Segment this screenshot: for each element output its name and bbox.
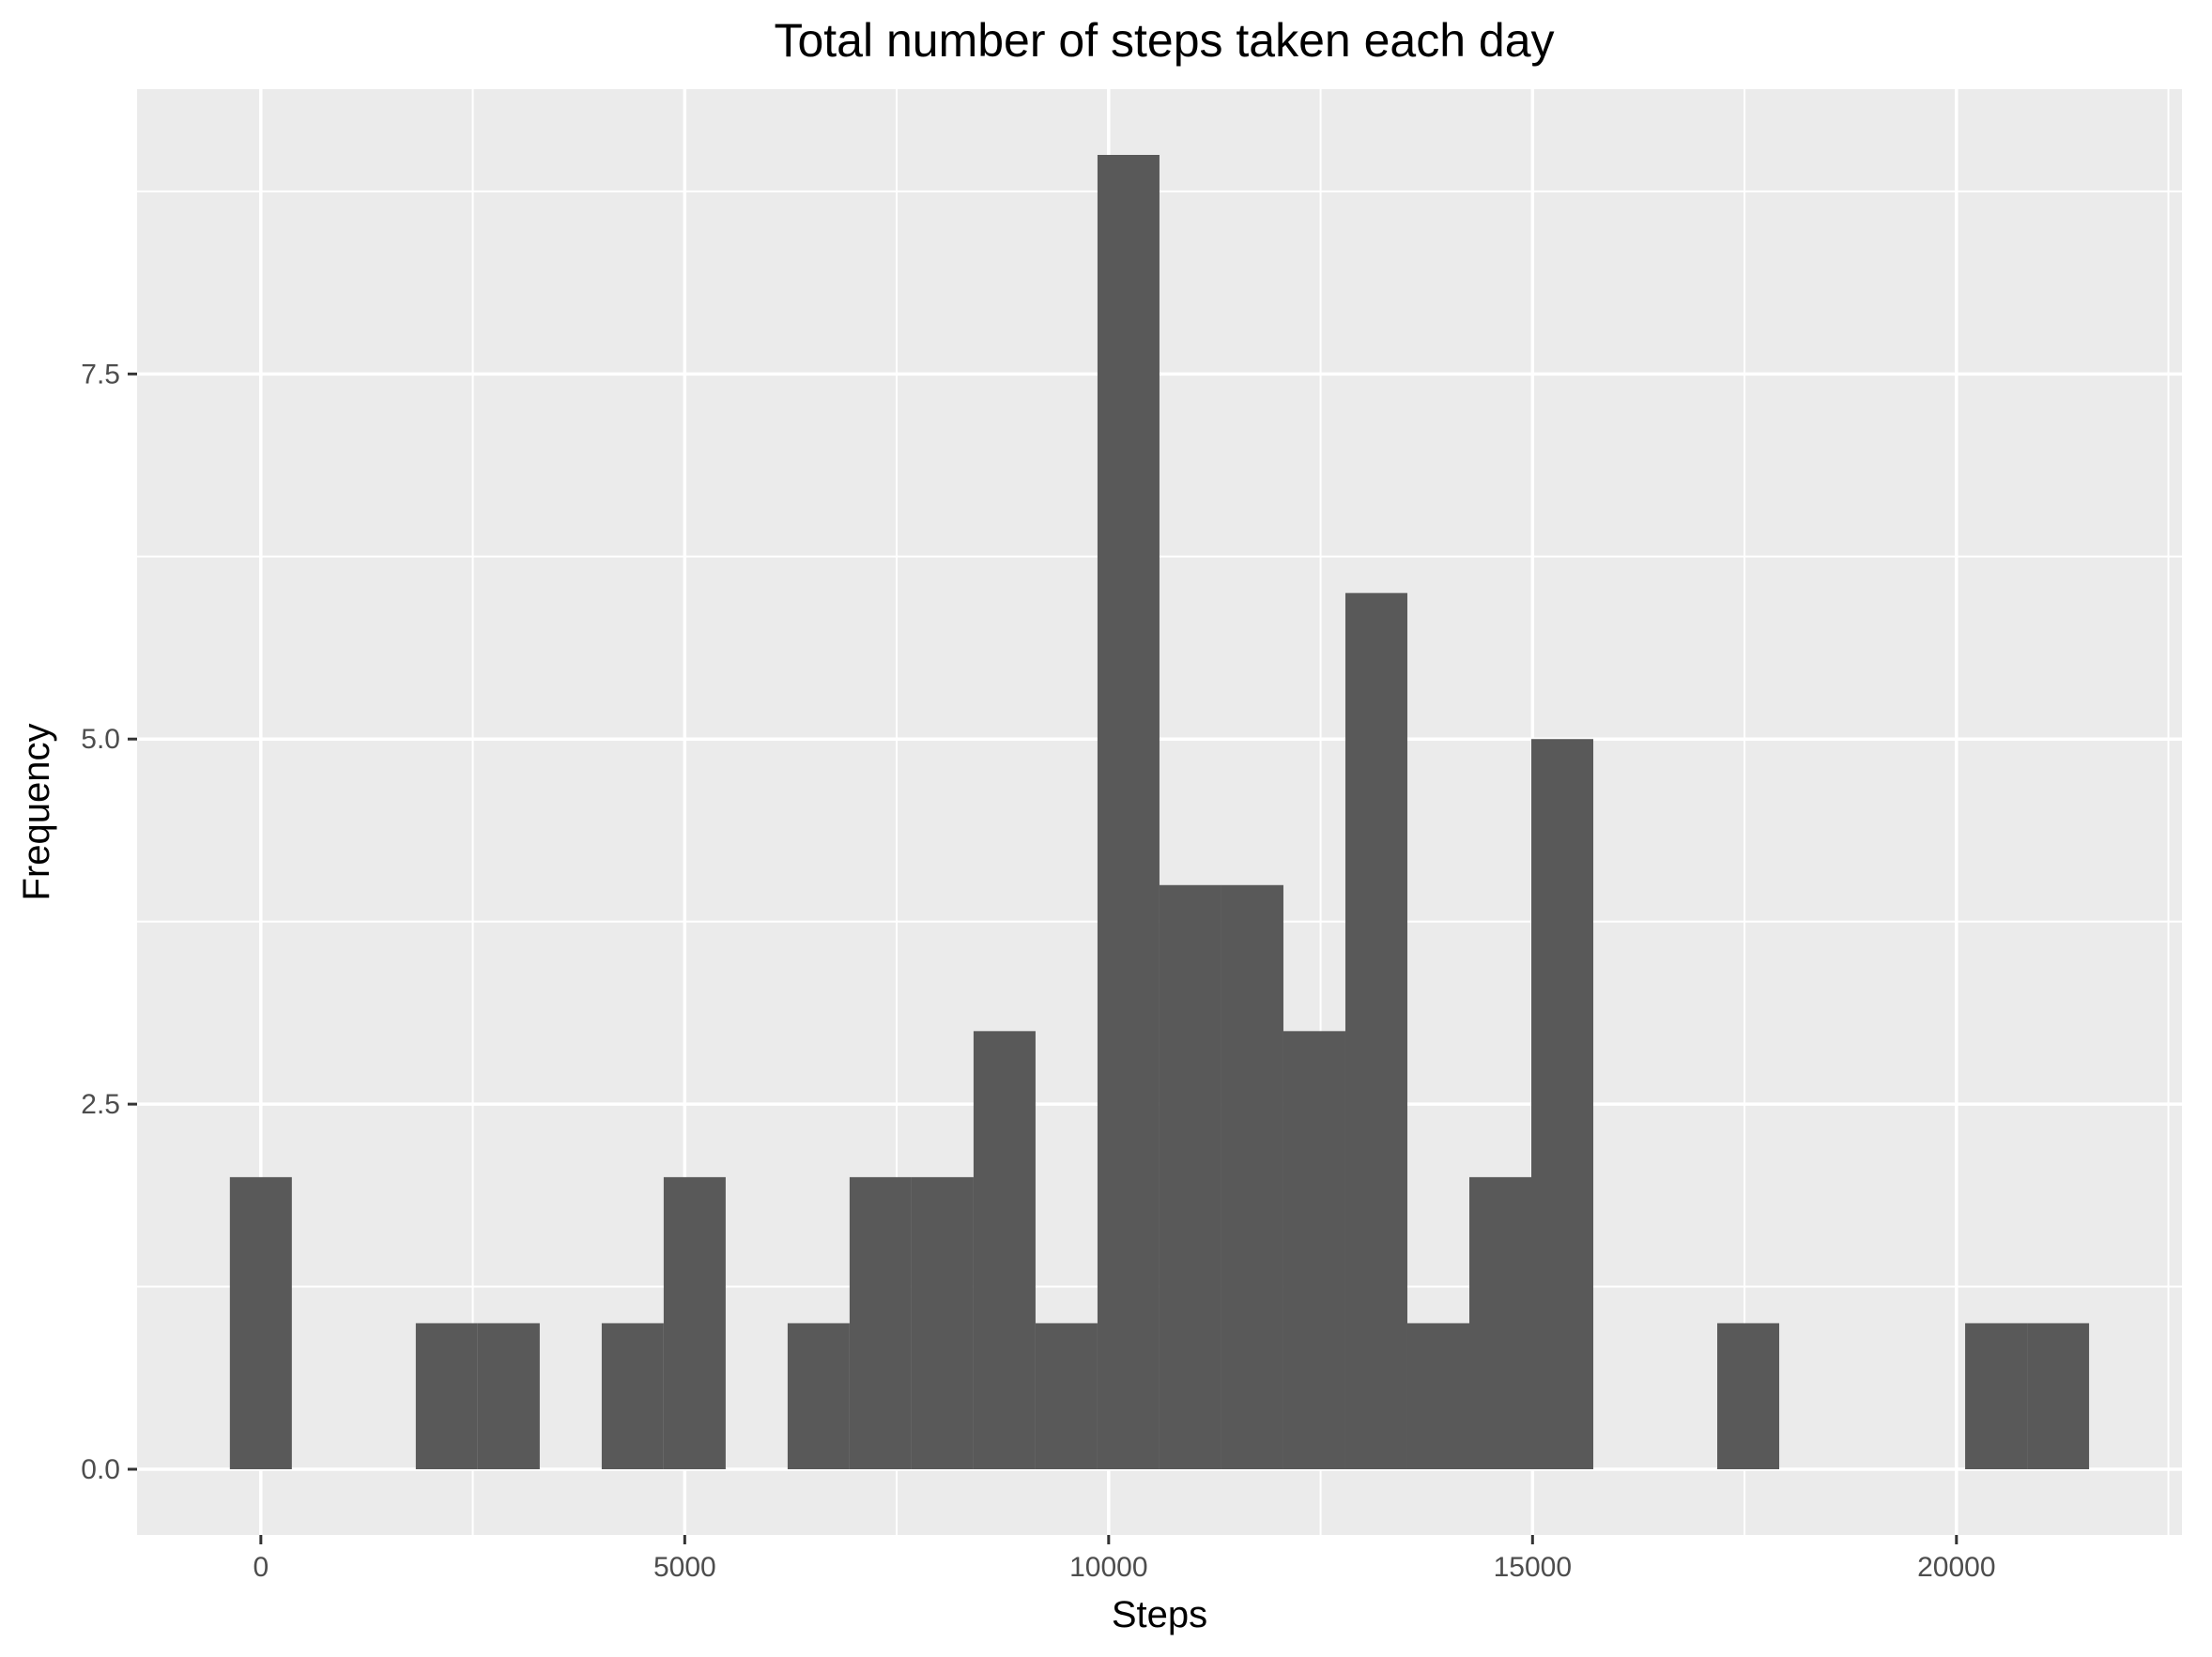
histogram-bar xyxy=(663,1176,726,1469)
histogram-bar xyxy=(1097,155,1160,1469)
histogram-bar xyxy=(1406,1323,1469,1469)
x-axis-ticks: 0 5000 10000 15000 20000 xyxy=(253,1535,1996,1583)
x-tick-label: 15000 xyxy=(1494,1552,1572,1583)
histogram-bar xyxy=(911,1176,974,1469)
y-axis-ticks: 0.0 2.5 5.0 7.5 xyxy=(81,359,137,1485)
histogram-bar xyxy=(1468,1176,1532,1469)
histogram-bar xyxy=(1283,1031,1345,1469)
histogram-bar xyxy=(1344,592,1407,1469)
histogram-bar xyxy=(415,1323,478,1469)
histogram-bar xyxy=(1221,884,1283,1469)
y-tick-label: 0.0 xyxy=(81,1454,120,1485)
bars xyxy=(229,155,2090,1469)
histogram-bar xyxy=(1965,1323,2028,1469)
y-tick-label: 2.5 xyxy=(81,1089,120,1120)
x-tick-label: 10000 xyxy=(1069,1552,1147,1583)
histogram-bar xyxy=(2027,1323,2090,1469)
histogram-bar xyxy=(1717,1323,1780,1469)
histogram-bar xyxy=(787,1323,850,1469)
x-tick-label: 20000 xyxy=(1917,1552,1995,1583)
histogram-bar xyxy=(849,1176,912,1469)
histogram-bar xyxy=(1035,1323,1098,1469)
histogram-bar xyxy=(229,1176,292,1469)
x-axis-title: Steps xyxy=(1112,1594,1207,1635)
histogram-bar xyxy=(1159,884,1221,1469)
histogram-bar xyxy=(973,1031,1036,1469)
y-tick-label: 7.5 xyxy=(81,359,120,390)
x-tick-label: 0 xyxy=(253,1552,269,1583)
x-tick-label: 5000 xyxy=(653,1552,716,1583)
histogram-bar xyxy=(601,1323,664,1469)
y-tick-label: 5.0 xyxy=(81,724,120,755)
histogram-bar xyxy=(1531,739,1594,1469)
chart-title: Total number of steps taken each day xyxy=(774,14,1554,67)
histogram-bar xyxy=(477,1323,540,1469)
y-axis-title: Frequency xyxy=(16,724,57,901)
